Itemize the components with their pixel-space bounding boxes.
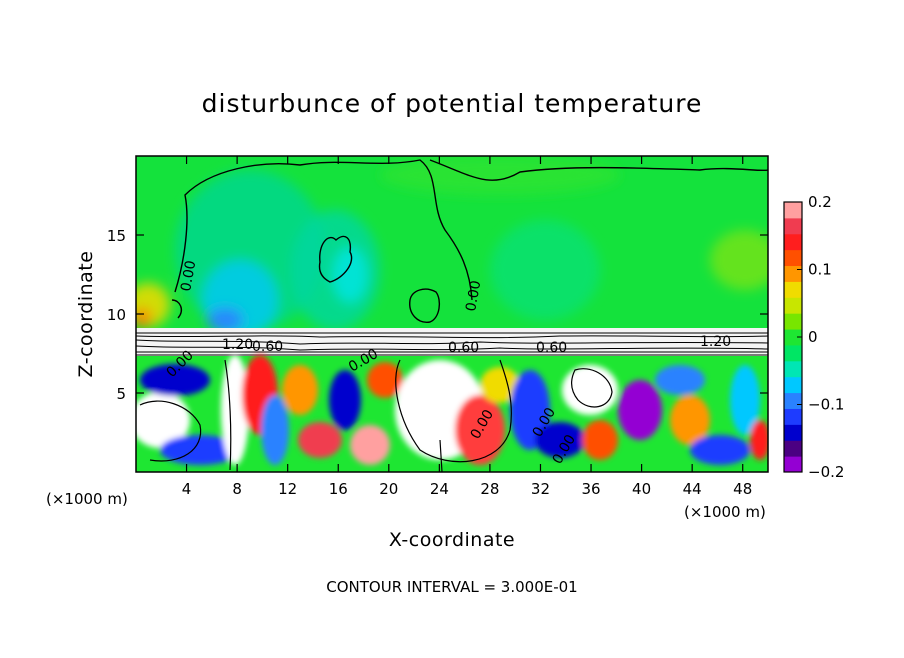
y-tick-label: 15 — [107, 227, 126, 245]
x-unit-label-left: (×1000 m) — [46, 490, 128, 508]
chart-title: disturbunce of potential temperature — [202, 89, 703, 118]
y-tick-label: 5 — [116, 385, 126, 403]
colorbar: 0.2 0.1 0 −0.1 −0.2 — [783, 193, 844, 481]
colorbar-swatch — [784, 344, 802, 362]
y-tick-label: 10 — [107, 306, 126, 324]
colorbar-swatch — [784, 424, 802, 441]
x-tick-label: 32 — [531, 480, 550, 498]
x-unit-label-right: (×1000 m) — [684, 503, 766, 521]
colorbar-swatch — [784, 376, 802, 394]
x-tick-label: 12 — [278, 480, 297, 498]
contour-label: 0.60 — [536, 340, 567, 356]
colorbar-swatch — [784, 360, 802, 378]
x-tick-label: 8 — [232, 480, 242, 498]
colorbar-swatch — [784, 408, 802, 425]
colorbar-swatch — [784, 440, 802, 457]
x-tick-label: 40 — [632, 480, 651, 498]
x-tick-label: 4 — [182, 480, 192, 498]
colorbar-tick-label: −0.1 — [808, 396, 844, 414]
colorbar-tick-label: −0.2 — [808, 463, 844, 481]
x-axis: 4 8 12 16 20 24 28 32 36 40 44 48 — [182, 156, 752, 498]
colorbar-swatch — [784, 281, 802, 298]
colorbar-tick-label: 0 — [808, 328, 818, 346]
x-tick-label: 28 — [480, 480, 499, 498]
x-tick-label: 20 — [379, 480, 398, 498]
x-axis-label: X-coordinate — [389, 529, 515, 551]
colorbar-swatch — [784, 265, 802, 282]
colorbar-swatch — [784, 313, 802, 330]
contour-label: 0.60 — [448, 340, 479, 356]
colorbar-swatch — [784, 297, 802, 314]
colorbar-swatch — [784, 217, 802, 235]
x-tick-label: 24 — [430, 480, 449, 498]
x-tick-label: 16 — [329, 480, 348, 498]
y-axis: 5 10 15 — [107, 227, 768, 403]
colorbar-tick-label: 0.1 — [808, 261, 832, 279]
heatmap-field: 0.00 0.00 0.00 0.00 0.00 0.00 0.00 1.20 … — [136, 156, 768, 472]
contour-label: 1.20 — [700, 334, 731, 350]
colorbar-swatch — [784, 233, 802, 251]
colorbar-swatch — [784, 456, 802, 473]
contour-label: 0.00 — [463, 279, 484, 312]
contour-label: 0.60 — [252, 339, 283, 355]
contour-label: 0.00 — [178, 259, 199, 292]
colorbar-tick-label: 0.2 — [808, 193, 832, 211]
x-tick-label: 44 — [683, 480, 702, 498]
colorbar-swatch — [784, 202, 802, 219]
contour-interval-note: CONTOUR INTERVAL = 3.000E-01 — [326, 578, 577, 596]
contour-label: 1.20 — [222, 337, 253, 353]
x-tick-label: 48 — [733, 480, 752, 498]
y-axis-label: Z-coordinate — [75, 251, 97, 378]
colorbar-swatch — [784, 329, 802, 346]
colorbar-swatch — [784, 249, 802, 267]
x-tick-label: 36 — [581, 480, 600, 498]
colorbar-swatch — [784, 392, 802, 409]
